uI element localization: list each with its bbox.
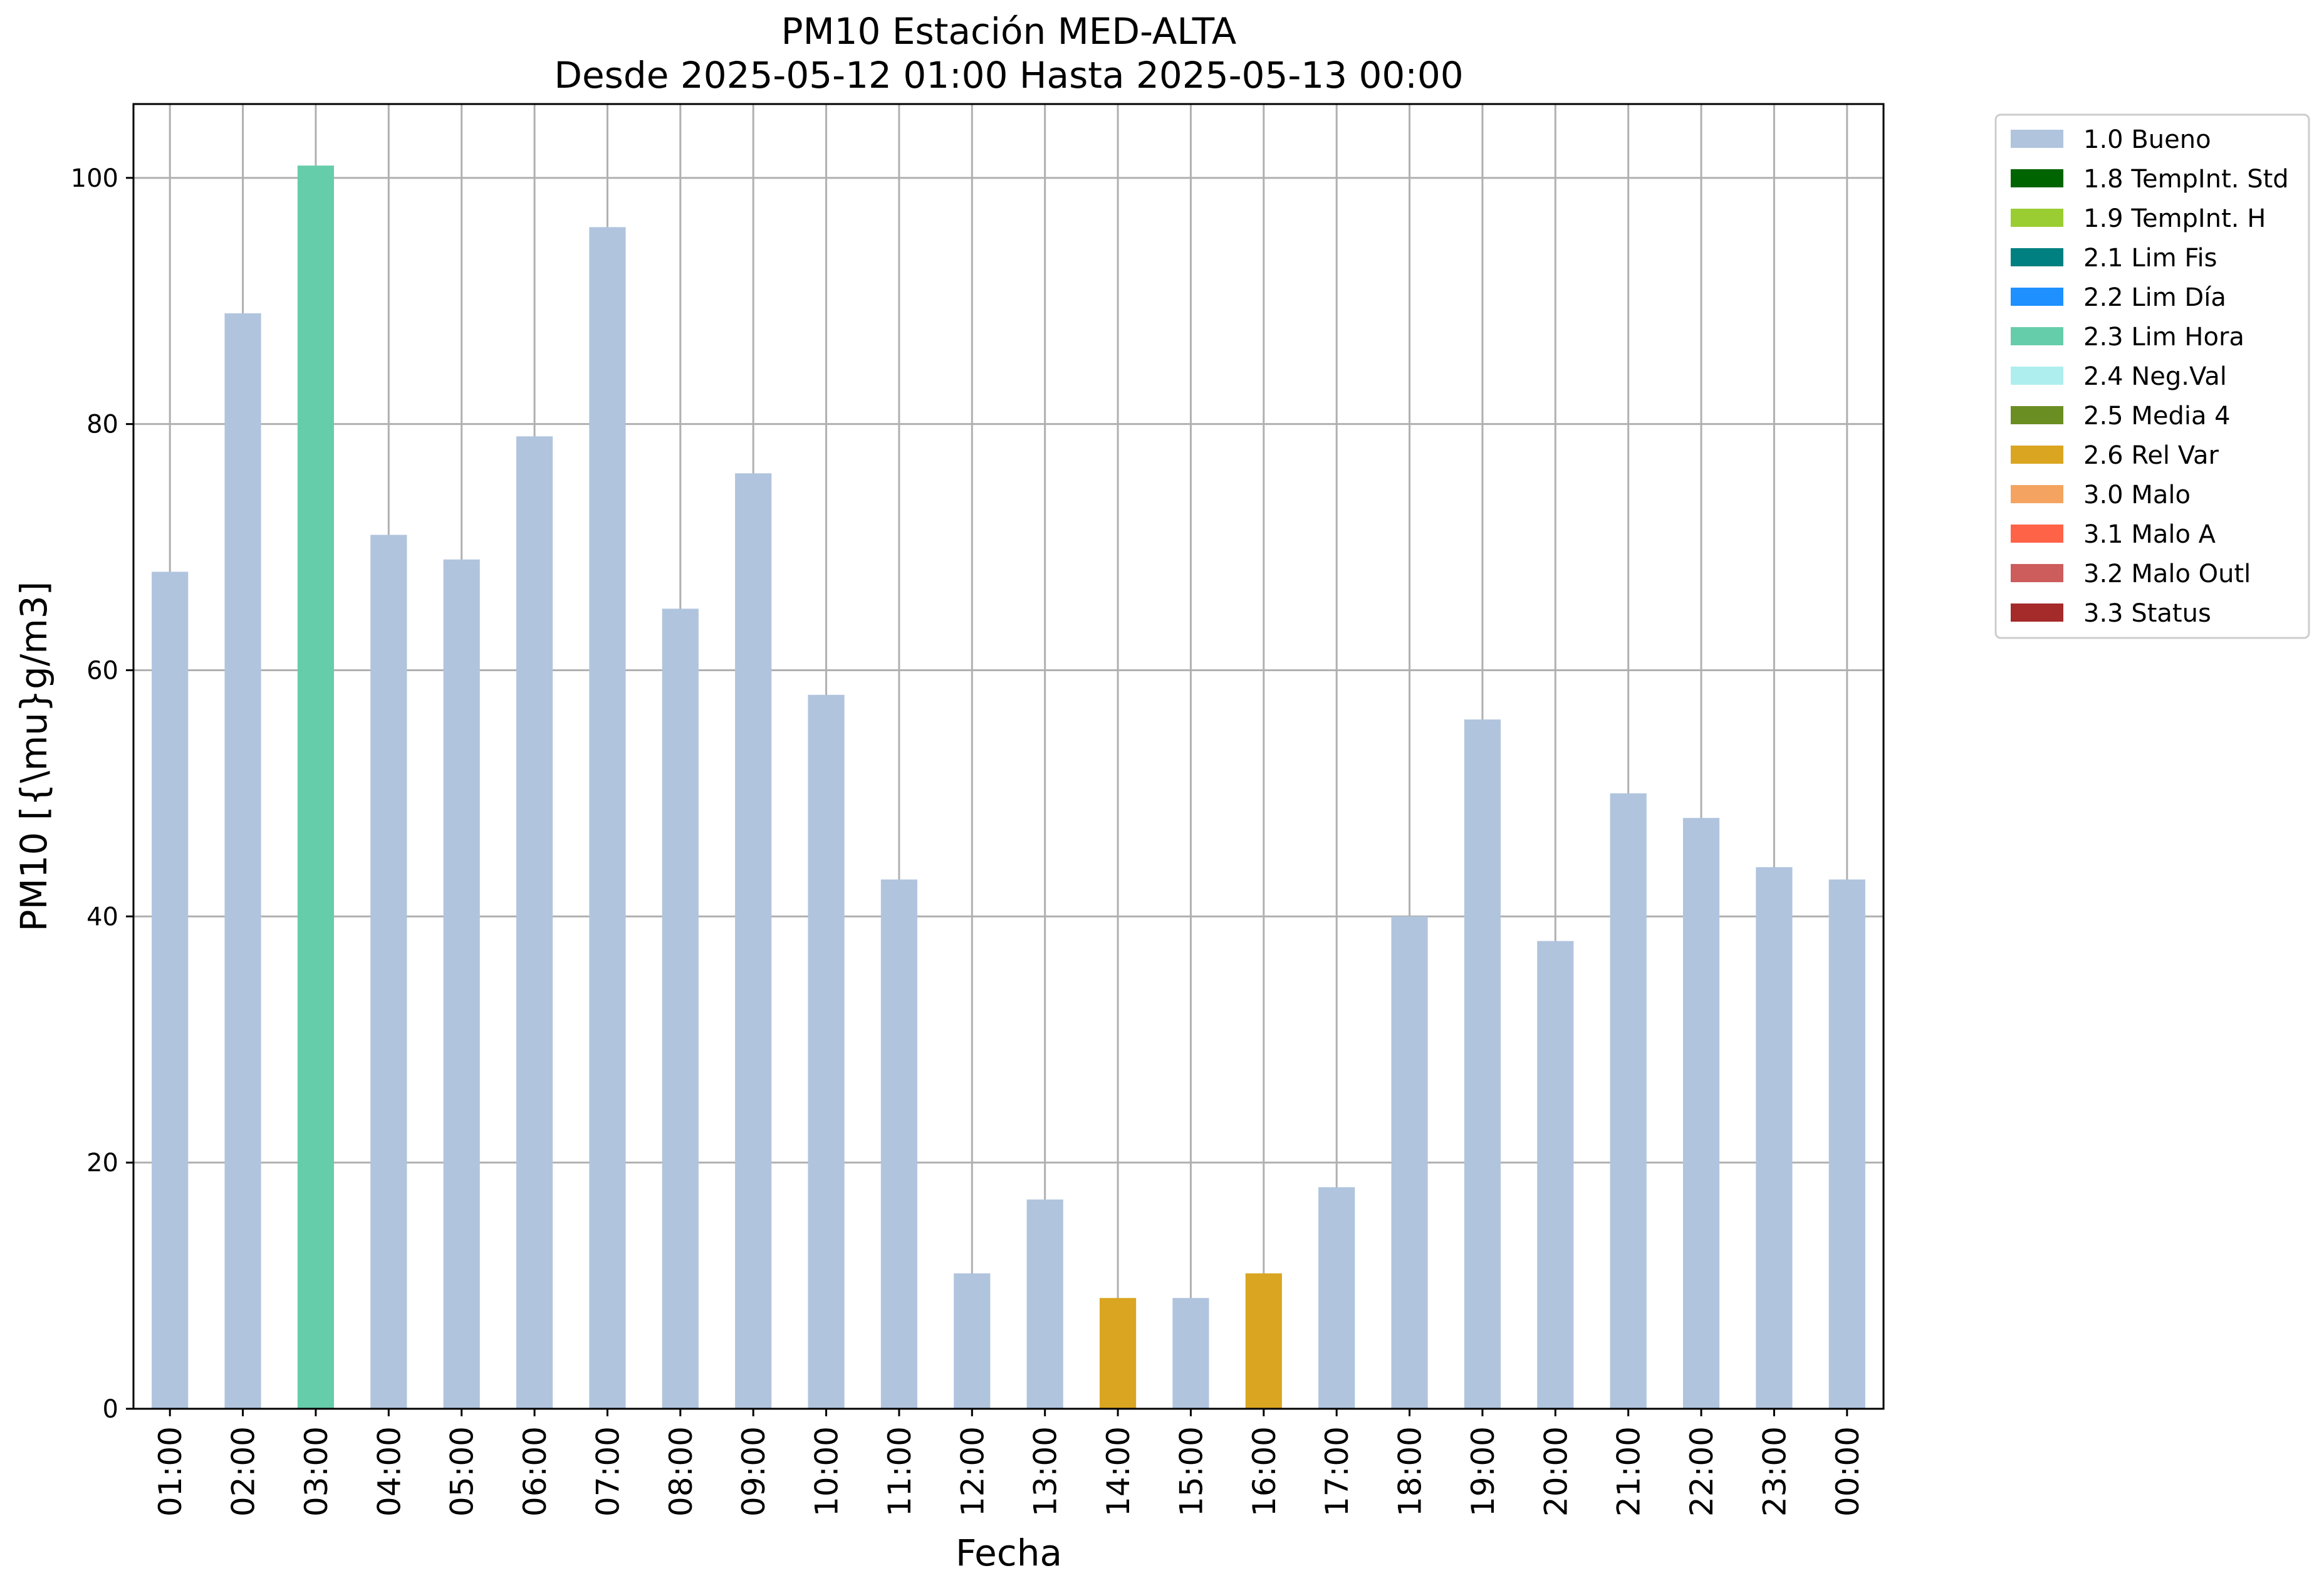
bar-22:00	[1682, 818, 1720, 1409]
x-tick-label: 19:00	[1465, 1426, 1501, 1517]
legend-swatch	[2011, 367, 2063, 385]
bar-19:00	[1464, 719, 1501, 1409]
bar-08:00	[662, 609, 699, 1409]
legend-swatch	[2011, 130, 2063, 148]
x-tick-label: 21:00	[1611, 1426, 1647, 1517]
x-tick-label: 06:00	[517, 1426, 553, 1517]
y-tick-label: 20	[86, 1149, 118, 1178]
bar-10:00	[808, 694, 845, 1409]
bar-16:00	[1245, 1273, 1282, 1409]
plot-frame	[132, 103, 1885, 1410]
bar-15:00	[1172, 1298, 1209, 1409]
bar-17:00	[1318, 1187, 1355, 1409]
legend-label: 2.5 Media 4	[2083, 402, 2231, 431]
legend-label: 2.4 Neg.Val	[2083, 362, 2227, 391]
legend-label: 3.3 Status	[2083, 599, 2211, 628]
y-tick-label: 60	[86, 657, 118, 686]
x-tick-label: 23:00	[1756, 1426, 1793, 1517]
legend-swatch	[2011, 248, 2063, 266]
bar-11:00	[880, 879, 918, 1409]
legend-swatch	[2011, 209, 2063, 227]
legend-label: 3.2 Malo Outl	[2083, 560, 2251, 588]
bar-02:00	[224, 313, 261, 1409]
x-tick-label: 15:00	[1173, 1426, 1209, 1517]
x-tick-label: 02:00	[226, 1426, 262, 1517]
x-tick-label: 13:00	[1028, 1426, 1064, 1517]
x-tick-label: 14:00	[1100, 1426, 1137, 1517]
x-tick-label: 17:00	[1319, 1426, 1355, 1517]
legend-label: 1.8 TempInt. Std	[2083, 165, 2289, 194]
bar-07:00	[589, 227, 626, 1409]
bar-20:00	[1537, 941, 1574, 1409]
legend-label: 1.0 Bueno	[2083, 125, 2211, 154]
x-tick-label: 05:00	[444, 1426, 481, 1517]
bars	[152, 165, 1865, 1409]
y-tick-label: 100	[71, 164, 118, 193]
y-axis: 0 20 40 60 80 100	[71, 164, 133, 1424]
bar-23:00	[1756, 867, 1793, 1409]
legend-swatch	[2011, 327, 2063, 345]
x-tick-label: 11:00	[882, 1426, 918, 1517]
x-tick-label: 16:00	[1246, 1426, 1283, 1517]
legend-frame	[1994, 113, 2310, 639]
x-axis: 01:00 02:00 03:00 04:00 05:00 06:00 07:00 08:00…	[152, 1409, 1866, 1517]
x-tick-label: 20:00	[1538, 1426, 1574, 1517]
legend-label: 2.1 Lim Fis	[2083, 244, 2217, 273]
bar-03:00	[297, 165, 335, 1409]
legend-swatch	[2011, 564, 2063, 582]
bar-21:00	[1610, 793, 1647, 1409]
x-tick-label: 18:00	[1392, 1426, 1429, 1517]
legend-swatch	[2011, 169, 2063, 187]
x-tick-label: 10:00	[809, 1426, 845, 1517]
bar-00:00	[1828, 879, 1865, 1409]
y-tick-label: 0	[103, 1395, 118, 1424]
legend-label: 3.1 Malo A	[2083, 520, 2216, 549]
legend: 1.0 Bueno 1.8 TempInt. Std 1.9 TempInt. H 2…	[1994, 113, 2310, 639]
legend-swatch	[2011, 603, 2063, 622]
y-axis-label: PM10 [{\mu}g/m3]	[13, 582, 55, 932]
y-tick-label: 80	[86, 410, 118, 439]
legend-label: 1.9 TempInt. H	[2083, 204, 2266, 233]
bar-04:00	[370, 535, 407, 1409]
chart-title: PM10 Estación MED-ALTA	[781, 10, 1237, 53]
x-axis-label: Fecha	[956, 1532, 1062, 1574]
legend-swatch	[2011, 406, 2063, 424]
x-tick-label: 01:00	[152, 1426, 189, 1517]
legend-label: 2.6 Rel Var	[2083, 441, 2219, 470]
chart-subtitle: Desde 2025-05-12 01:00 Hasta 2025-05-13 …	[554, 54, 1463, 97]
bar-14:00	[1099, 1298, 1137, 1409]
x-tick-label: 09:00	[736, 1426, 772, 1517]
legend-swatch	[2011, 485, 2063, 503]
x-tick-label: 22:00	[1684, 1426, 1720, 1517]
bar-05:00	[443, 559, 480, 1409]
x-tick-label: 12:00	[954, 1426, 991, 1517]
x-tick-label: 08:00	[663, 1426, 699, 1517]
legend-swatch	[2011, 525, 2063, 543]
legend-swatch	[2011, 446, 2063, 464]
y-tick-label: 40	[86, 902, 118, 931]
x-tick-label: 00:00	[1830, 1426, 1866, 1517]
x-tick-label: 04:00	[371, 1426, 407, 1517]
legend-label: 2.2 Lim Día	[2083, 283, 2226, 312]
bar-12:00	[954, 1273, 991, 1409]
x-tick-label: 07:00	[590, 1426, 626, 1517]
legend-swatch	[2011, 288, 2063, 306]
legend-label: 2.3 Lim Hora	[2083, 323, 2244, 352]
bar-09:00	[735, 473, 772, 1409]
legend-label: 3.0 Malo	[2083, 481, 2191, 509]
bar-06:00	[516, 436, 553, 1409]
x-tick-label: 03:00	[298, 1426, 335, 1517]
bar-01:00	[152, 572, 189, 1409]
bar-13:00	[1026, 1199, 1063, 1409]
bar-18:00	[1391, 916, 1428, 1409]
